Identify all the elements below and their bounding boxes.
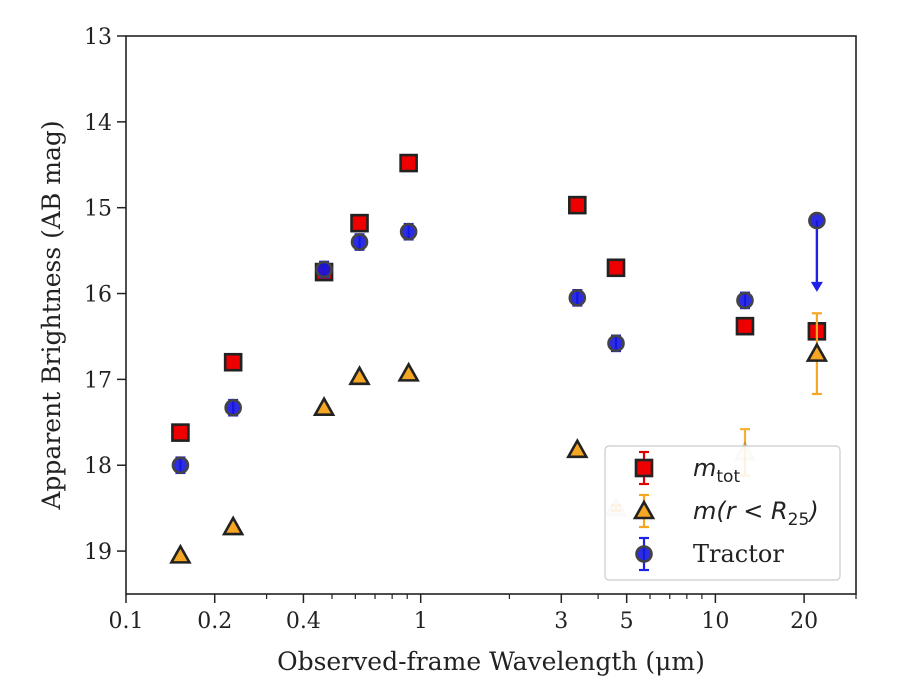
- data-point: [312, 396, 336, 417]
- x-tick-label: 20: [790, 609, 818, 634]
- data-point: [808, 211, 826, 230]
- y-tick-label: 17: [84, 368, 112, 393]
- data-point: [350, 213, 369, 233]
- x-tick-label: 10: [701, 609, 729, 634]
- y-tick-label: 13: [84, 25, 112, 50]
- x-tick-label: 0.2: [197, 609, 232, 634]
- x-tick-label: 1: [414, 609, 428, 634]
- data-point: [169, 543, 192, 564]
- y-tick-label: 14: [84, 111, 112, 136]
- legend-box: [604, 445, 841, 581]
- y-tick-label: 19: [84, 540, 112, 565]
- data-point: [399, 153, 418, 173]
- legend-marker: [632, 499, 656, 520]
- data-point: [397, 361, 420, 382]
- upper-limit-arrow-head: [810, 281, 823, 292]
- y-tick-label: 18: [84, 454, 112, 479]
- series-tractor: [171, 211, 826, 475]
- data-point: [568, 289, 587, 307]
- legend-entry: Tractor: [635, 536, 784, 572]
- data-point: [607, 334, 625, 353]
- x-tick-label: 0.1: [109, 609, 144, 634]
- data-point: [399, 222, 418, 241]
- y-axis-title: Apparent Brightness (AB mag): [37, 120, 66, 510]
- plot-frame: [125, 35, 857, 595]
- data-point: [315, 260, 333, 279]
- y-tick-label: 16: [84, 283, 112, 308]
- y-tick-label: 15: [84, 197, 112, 222]
- data-point: [171, 423, 190, 442]
- data-point: [224, 398, 242, 417]
- x-tick-label: 5: [620, 609, 634, 634]
- data-marks: [169, 153, 829, 564]
- data-point: [606, 258, 626, 278]
- data-point: [736, 291, 754, 310]
- x-axis-title: Observed-frame Wavelength (μm): [277, 647, 705, 676]
- data-point: [566, 438, 589, 459]
- x-tick-label: 3: [554, 609, 568, 634]
- legend-label: Tractor: [693, 540, 784, 568]
- data-point: [223, 352, 243, 372]
- data-point: [568, 195, 587, 215]
- legend-marker: [634, 458, 654, 478]
- data-point: [350, 233, 369, 251]
- data-point: [171, 456, 190, 475]
- series-m-tot: [171, 153, 827, 442]
- data-point: [735, 316, 755, 336]
- data-point: [805, 341, 829, 362]
- data-point: [221, 515, 245, 536]
- legend-marker: [635, 545, 653, 563]
- x-tick-label: 0.4: [286, 609, 321, 634]
- data-point: [348, 365, 371, 386]
